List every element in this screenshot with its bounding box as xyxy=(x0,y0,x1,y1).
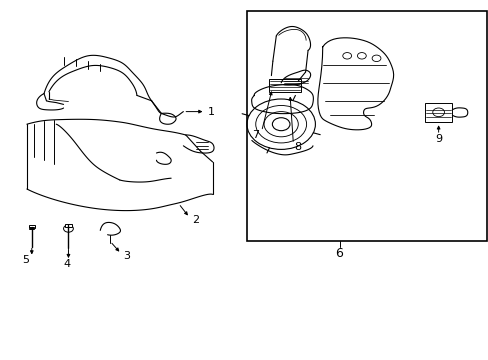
Bar xyxy=(425,103,451,122)
Text: 4: 4 xyxy=(63,259,71,269)
Text: 5: 5 xyxy=(22,255,29,265)
Text: 2: 2 xyxy=(192,215,199,225)
Text: 8: 8 xyxy=(293,142,301,152)
Text: 3: 3 xyxy=(123,251,130,261)
Text: 6: 6 xyxy=(334,247,342,260)
Bar xyxy=(268,79,300,92)
Text: 1: 1 xyxy=(207,107,214,117)
Text: 9: 9 xyxy=(434,134,442,144)
Text: 7: 7 xyxy=(251,130,259,140)
Bar xyxy=(246,11,486,241)
Bar xyxy=(65,224,72,227)
Bar xyxy=(29,225,35,228)
